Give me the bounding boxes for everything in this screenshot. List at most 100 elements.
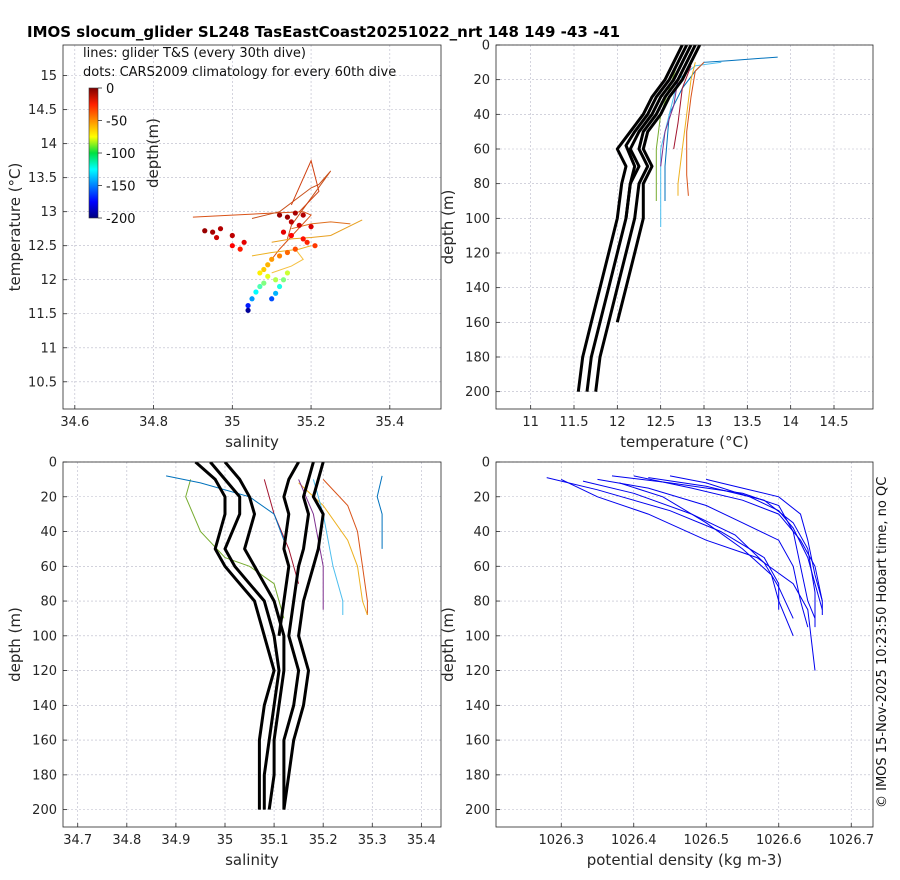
- climatology-dot: [269, 256, 275, 262]
- x-tick-label: 35.2: [309, 833, 338, 848]
- y-tick-label: 180: [465, 768, 490, 783]
- y-tick-label: 12.5: [28, 239, 57, 254]
- climatology-dot: [276, 253, 283, 259]
- glider-profile-line: [271, 219, 363, 243]
- colorbar-tick-label: -100: [106, 147, 136, 162]
- y-tick-label: 120: [465, 664, 490, 679]
- glider-profile-line: [290, 159, 320, 213]
- y-tick-label: 14.5: [28, 103, 57, 118]
- y-tick-label: 200: [465, 385, 490, 400]
- x-axis-label: potential density (kg m-3): [587, 851, 783, 869]
- climatology-dot: [292, 246, 298, 252]
- glider-profile-line: [192, 211, 312, 260]
- density-profile-line: [669, 475, 823, 610]
- x-tick-label: 14: [782, 415, 799, 430]
- density-profile-line: [582, 480, 794, 619]
- climatology-dot: [304, 239, 310, 245]
- x-tick-label: 12: [609, 415, 626, 430]
- y-tick-label: 160: [32, 734, 57, 749]
- climatology-dot: [273, 290, 279, 296]
- glider-profile-line: [271, 248, 304, 274]
- climatology-dot: [280, 277, 287, 283]
- glider-profile-line: [664, 56, 778, 201]
- x-tick-label: 14.5: [820, 415, 849, 430]
- y-tick-label: 140: [465, 281, 490, 296]
- x-axis-label: temperature (°C): [620, 433, 749, 451]
- climatology-dot: [269, 296, 275, 302]
- glider-profile-line: [185, 479, 285, 619]
- climatology-profile-line: [624, 45, 693, 219]
- y-tick-label: 11: [40, 341, 57, 356]
- x-tick-label: 13.5: [733, 415, 762, 430]
- climatology-dot: [288, 232, 294, 239]
- y-axis-label: temperature (°C): [6, 163, 24, 292]
- y-tick-label: 80: [473, 177, 490, 192]
- axes-frame: [62, 44, 442, 410]
- climatology-profile-line: [615, 45, 702, 323]
- figure-title: IMOS slocum_glider SL248 TasEastCoast202…: [27, 23, 620, 41]
- y-tick-label: 40: [473, 108, 490, 123]
- glider-profile-line: [686, 61, 705, 196]
- colorbar-label: depth(m): [144, 118, 162, 188]
- climatology-dot: [292, 210, 298, 216]
- x-tick-label: 34.8: [139, 415, 168, 430]
- axes-frame: [495, 461, 874, 828]
- x-tick-label: 1026.3: [539, 833, 585, 848]
- climatology-dot: [296, 222, 302, 228]
- density-profile-line: [546, 477, 780, 610]
- y-tick-label: 12: [40, 273, 57, 288]
- colorbar-gradient: [88, 87, 99, 219]
- density-profile-line: [560, 478, 816, 671]
- x-tick-label: 34.8: [112, 833, 141, 848]
- climatology-dot: [253, 289, 259, 295]
- y-tick-label: 160: [465, 734, 490, 749]
- y-tick-label: 20: [473, 73, 490, 88]
- plot-area: [192, 159, 363, 313]
- y-tick-label: 180: [32, 768, 57, 783]
- climatology-dot: [276, 283, 283, 290]
- y-tick-label: 100: [465, 212, 490, 227]
- y-tick-label: 120: [32, 664, 57, 679]
- y-tick-label: 20: [40, 490, 57, 505]
- climatology-dot: [284, 214, 291, 220]
- y-tick-label: 60: [473, 560, 490, 575]
- y-axis-label: depth (m): [439, 190, 457, 265]
- x-tick-label: 13: [696, 415, 713, 430]
- y-tick-label: 13.5: [28, 171, 57, 186]
- climatology-dot: [237, 246, 243, 252]
- climatology-dot: [312, 243, 318, 249]
- x-tick-label: 35.2: [297, 415, 326, 430]
- climatology-dot: [276, 212, 283, 218]
- y-tick-label: 13: [40, 205, 57, 220]
- y-tick-label: 180: [465, 351, 490, 366]
- glider-profile-line: [322, 479, 368, 615]
- density-profile-line: [597, 478, 809, 628]
- climatology-dot: [241, 239, 247, 245]
- y-tick-label: 200: [32, 803, 57, 818]
- plot-area: [546, 475, 823, 671]
- y-tick-label: 40: [473, 525, 490, 540]
- climatology-dot: [257, 283, 263, 290]
- climatology-dot: [245, 302, 251, 309]
- plot-area: [166, 462, 383, 810]
- climatology-dot: [245, 307, 251, 313]
- climatology-dot: [280, 229, 287, 235]
- y-tick-label: 60: [473, 143, 490, 158]
- climatology-dot: [288, 219, 294, 225]
- depth-colorbar: 0 -50 -100 -150 -200 depth(m): [88, 82, 162, 227]
- climatology-dot: [217, 226, 224, 232]
- climatology-profile-line: [576, 45, 684, 392]
- x-tick-label: 11: [522, 415, 539, 430]
- y-tick-label: 100: [465, 629, 490, 644]
- colorbar-tick-label: -200: [106, 212, 136, 227]
- climatology-dot: [229, 232, 235, 239]
- ts-legend-notes: lines: glider T&S (every 30th dive) dots…: [83, 46, 396, 80]
- colorbar-tick-label: -150: [106, 180, 136, 195]
- y-tick-label: 100: [32, 629, 57, 644]
- x-tick-label: 35: [224, 415, 241, 430]
- climatology-dot: [308, 224, 314, 230]
- climatology-profile-line: [282, 462, 315, 810]
- glider-profile-line: [677, 62, 696, 196]
- glider-profile-line: [376, 475, 383, 549]
- y-tick-label: 10.5: [28, 375, 57, 390]
